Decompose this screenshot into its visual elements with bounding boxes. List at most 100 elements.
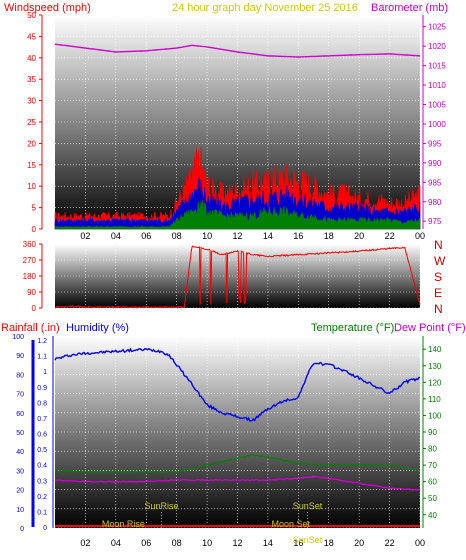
humidity-y-tick-label: 50 xyxy=(16,430,24,437)
wind-x-tick-label: 06 xyxy=(141,231,151,241)
sunrise-label: SunRise xyxy=(144,501,178,511)
climate-x-tick-label: 06 xyxy=(141,538,151,548)
compass-label: E xyxy=(434,286,442,300)
direction-y-tick-label: 270 xyxy=(23,256,37,265)
rain-y-tick-label: 0.8 xyxy=(37,400,47,407)
barometer-y-tick-label: 975 xyxy=(428,217,442,226)
climate-x-tick-label: 00 xyxy=(415,538,425,548)
wind-y-tick-label: 20 xyxy=(27,139,36,148)
wind-y-tick-label: 10 xyxy=(27,182,36,191)
temperature-axis-label: Temperature (°F) xyxy=(311,322,394,334)
wind-y-tick-label: 40 xyxy=(27,54,36,63)
barometer-y-tick-label: 1010 xyxy=(428,81,446,90)
temperature-y-tick-label: 90 xyxy=(428,428,437,437)
barometer-y-tick-label: 990 xyxy=(428,159,442,168)
climate-x-tick-label: 18 xyxy=(324,538,334,548)
dewpoint-series xyxy=(54,475,421,491)
climate-tick-labels: 02 04 06 08 10 12 14 16 18 20 22 000102030405060708… xyxy=(12,334,442,548)
humidity-y-tick-label: 40 xyxy=(16,449,24,456)
barometer-y-tick-label: 1000 xyxy=(428,120,446,129)
wind-direction-series xyxy=(54,245,421,309)
wind-y-tick-label: 0 xyxy=(32,225,37,234)
direction-series-group xyxy=(54,245,421,309)
wind-tick-labels: 02 04 06 08 10 12 14 16 18 20 22 000510152025303540… xyxy=(27,11,446,241)
humidity-axis-label: Humidity (%) xyxy=(66,322,129,334)
humidity-y-tick-label: 90 xyxy=(16,353,24,360)
temperature-series xyxy=(55,453,421,473)
direction-y-tick-label: 90 xyxy=(27,288,36,297)
temperature-y-tick-label: 140 xyxy=(428,345,442,354)
humidity-y-tick-label: 100 xyxy=(12,334,24,341)
climate-x-tick-label: 16 xyxy=(293,538,303,548)
rain-y-tick-label: 0.4 xyxy=(37,463,47,470)
rain-y-tick-label: 0.5 xyxy=(37,447,47,454)
temperature-y-tick-label: 80 xyxy=(428,445,437,454)
humidity-y-tick-label: 0 xyxy=(20,526,24,533)
barometer-series xyxy=(54,43,421,58)
wind-y-tick-label: 50 xyxy=(27,11,36,20)
wind-y-tick-label: 5 xyxy=(32,204,37,213)
humidity-series xyxy=(54,347,421,422)
compass-label: S xyxy=(434,270,442,284)
sunset-label: SunSet xyxy=(293,501,323,511)
temperature-y-tick-label: 100 xyxy=(428,411,442,420)
barometer-y-tick-label: 1020 xyxy=(428,42,446,51)
barometer-y-tick-label: 985 xyxy=(428,178,442,187)
wind-y-tick-label: 35 xyxy=(27,75,36,84)
moonrise-label: Moon Rise xyxy=(102,519,145,529)
wind-x-tick-label: 14 xyxy=(263,231,273,241)
temperature-y-tick-label: 110 xyxy=(428,395,441,404)
wind-low-series xyxy=(54,199,421,230)
temperature-y-tick-label: 60 xyxy=(428,478,437,487)
wind-x-tick-label: 04 xyxy=(111,231,121,241)
wind-average-series xyxy=(54,176,421,230)
moonset-label: Moon Set xyxy=(271,519,310,529)
rain-y-tick-label: 0.3 xyxy=(37,478,47,485)
chart-title: 24 hour graph day November 25 2016 xyxy=(172,2,358,14)
rain-y-tick-label: 0.7 xyxy=(37,416,47,423)
humidity-y-tick-label: 80 xyxy=(16,372,24,379)
climate-series-group xyxy=(54,347,421,527)
wind-x-tick-label: 20 xyxy=(354,231,364,241)
humidity-y-tick-label: 30 xyxy=(16,468,24,475)
temperature-y-tick-label: 70 xyxy=(428,461,437,470)
compass-label: N xyxy=(434,238,443,252)
climate-x-tick-label: 08 xyxy=(172,538,182,548)
climate-x-tick-label: 04 xyxy=(111,538,121,548)
wind-x-tick-label: 02 xyxy=(80,231,90,241)
wind-y-tick-label: 30 xyxy=(27,97,36,106)
barometer-y-tick-label: 1015 xyxy=(428,62,446,71)
wind-x-tick-label: 12 xyxy=(232,231,242,241)
rain-y-tick-label: 0.6 xyxy=(37,432,47,439)
barometer-axis-label: Barometer (mb) xyxy=(371,2,448,14)
rain-y-tick-label: 1.2 xyxy=(37,338,47,345)
humidity-y-tick-label: 10 xyxy=(16,507,24,514)
wind-x-tick-label: 00 xyxy=(415,231,425,241)
rainfall-axis-label: Rainfall (.in) xyxy=(1,322,60,334)
dewpoint-axis-label: Dew Point (°F) xyxy=(394,322,466,334)
humidity-y-tick-label: 20 xyxy=(16,488,24,495)
rain-y-tick-label: 0.9 xyxy=(37,385,47,392)
rain-y-tick-label: 0.1 xyxy=(37,509,47,516)
climate-x-tick-label: 14 xyxy=(263,538,273,548)
temperature-y-tick-label: 120 xyxy=(428,378,442,387)
humidity-y-tick-label: 70 xyxy=(16,392,24,399)
climate-x-tick-label: 02 xyxy=(80,538,90,548)
climate-x-tick-label: 12 xyxy=(232,538,242,548)
wind-series-group xyxy=(54,43,421,230)
climate-x-tick-label: 20 xyxy=(354,538,364,548)
wind-y-tick-label: 15 xyxy=(27,161,36,170)
compass-label: W xyxy=(434,254,446,268)
temperature-y-tick-label: 40 xyxy=(428,511,437,520)
wind-x-tick-label: 10 xyxy=(202,231,212,241)
barometer-y-tick-label: 1005 xyxy=(428,100,446,109)
temperature-y-tick-label: 50 xyxy=(428,494,437,503)
barometer-y-tick-label: 1025 xyxy=(428,23,446,32)
wind-y-tick-label: 25 xyxy=(27,118,36,127)
barometer-y-tick-label: 995 xyxy=(428,139,442,148)
rain-y-tick-label: 1 xyxy=(43,369,47,376)
wind-axis-label: Windspeed (mph) xyxy=(4,2,91,14)
